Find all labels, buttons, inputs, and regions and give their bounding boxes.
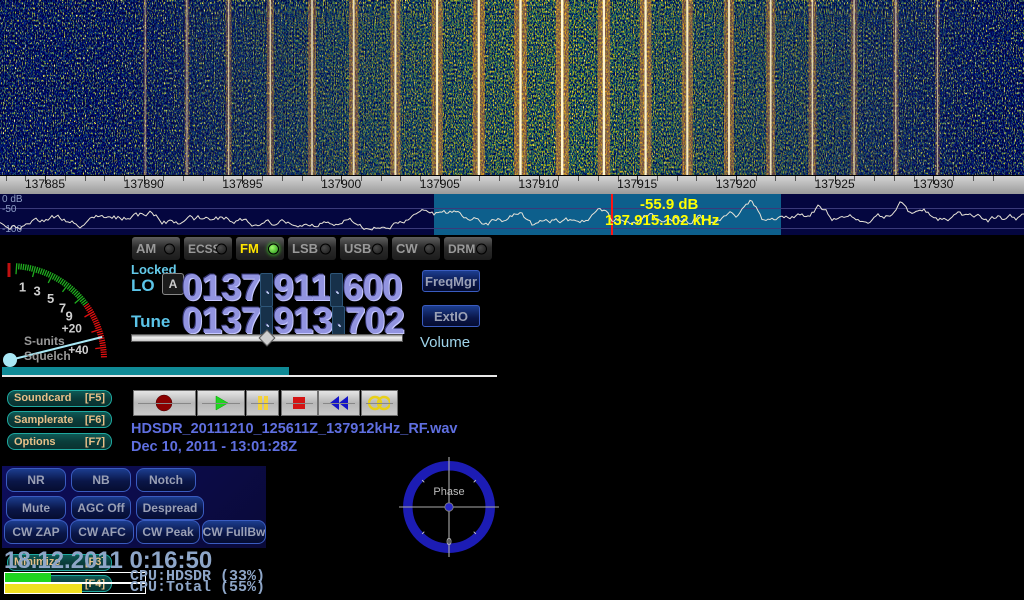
svg-text:1: 1	[19, 280, 26, 295]
svg-text:Phase: Phase	[433, 486, 464, 498]
svg-text:3: 3	[33, 284, 40, 299]
svg-text:5: 5	[47, 291, 54, 306]
svg-text:0: 0	[446, 537, 452, 548]
